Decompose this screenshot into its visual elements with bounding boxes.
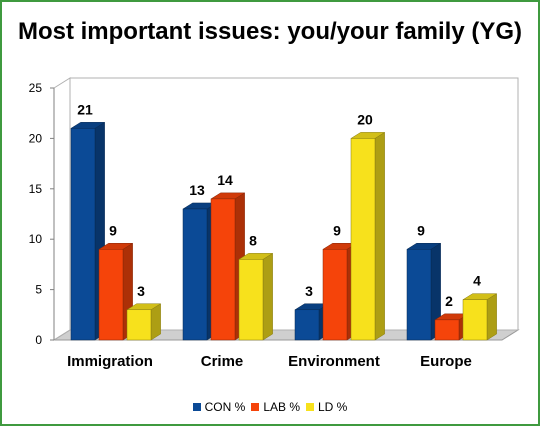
bar-front	[294, 309, 320, 341]
bar	[350, 131, 386, 341]
bar-front	[406, 249, 432, 341]
chart-bars	[70, 121, 498, 341]
legend-label: CON %	[204, 400, 246, 414]
legend-item: LD %	[306, 400, 347, 414]
data-label: 3	[305, 283, 313, 299]
data-label: 21	[77, 101, 93, 117]
data-label: 14	[217, 172, 233, 188]
y-tick-label: 0	[35, 333, 42, 347]
data-label: 9	[109, 222, 117, 238]
data-label: 4	[473, 273, 481, 289]
bar-front	[98, 249, 124, 341]
legend-item: CON %	[192, 400, 246, 414]
bar-side	[486, 293, 497, 341]
y-tick-label: 5	[35, 283, 42, 297]
bar-side	[150, 303, 161, 341]
bar-front	[462, 299, 488, 341]
bar	[462, 293, 498, 341]
bar-front	[434, 319, 460, 341]
bar-front	[238, 259, 264, 341]
chart-side-wall	[53, 77, 71, 341]
legend-item: LAB %	[251, 400, 300, 414]
chart-title: Most important issues: you/your family (…	[17, 18, 523, 45]
chart-labels: 0 5 10 15 20 25 21 9 3 Immigration 13 14 8 Crime 3 9 20 E…	[29, 81, 481, 370]
y-tick-label: 15	[29, 182, 43, 196]
bar	[70, 121, 106, 341]
data-label: 13	[189, 182, 205, 198]
y-tick-label: 25	[29, 81, 43, 95]
bar-side	[262, 252, 273, 341]
category-label: Crime	[201, 353, 244, 370]
legend-swatch	[306, 403, 314, 411]
legend-label: LAB %	[263, 400, 300, 414]
bar	[406, 242, 442, 341]
bar-front	[322, 249, 348, 341]
bar	[126, 303, 162, 341]
data-label: 20	[357, 111, 373, 127]
bar	[238, 252, 274, 341]
category-label: Europe	[420, 353, 472, 370]
y-tick-label: 20	[29, 131, 43, 145]
legend-label: LD %	[318, 400, 348, 414]
data-label: 2	[445, 293, 453, 309]
bar-side	[374, 131, 385, 341]
bar-front	[182, 208, 208, 341]
chart-legend: CON % LAB % LD %	[0, 400, 540, 414]
y-tick-label: 10	[29, 232, 43, 246]
bar-front	[126, 309, 152, 341]
category-label: Immigration	[67, 353, 153, 370]
data-label: 8	[249, 232, 257, 248]
bar-front	[70, 128, 96, 341]
data-label: 9	[333, 222, 341, 238]
bar-front	[350, 138, 376, 341]
chart-axes	[50, 77, 520, 341]
data-label: 3	[137, 283, 145, 299]
category-label: Environment	[288, 353, 380, 370]
data-label: 9	[417, 222, 425, 238]
legend-swatch	[192, 403, 201, 411]
legend-swatch	[251, 403, 260, 411]
bar-front	[210, 198, 236, 341]
